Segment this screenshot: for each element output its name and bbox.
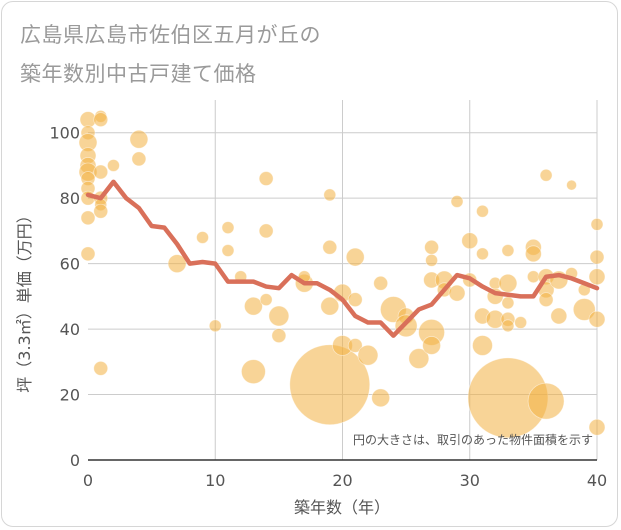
data-bubble	[244, 296, 263, 316]
data-bubble	[93, 360, 109, 376]
data-bubble	[448, 284, 466, 302]
x-tick-label: 10	[205, 471, 225, 490]
data-bubble	[221, 244, 235, 257]
data-bubble	[167, 254, 187, 274]
data-bubble	[196, 231, 209, 244]
data-bubble	[527, 382, 565, 420]
data-bubble	[566, 179, 577, 191]
data-bubble	[501, 319, 515, 333]
data-bubble	[347, 292, 363, 308]
data-bubble	[93, 112, 109, 128]
data-bubble	[588, 418, 606, 436]
data-bubble	[347, 338, 363, 353]
trend-line-group	[85, 179, 600, 338]
axis-ticks: 0 10 20 30 40 0 20 40 60 80 100	[49, 124, 607, 490]
data-bubble	[345, 247, 365, 267]
x-tick-label: 40	[587, 471, 607, 490]
data-bubble	[107, 159, 120, 172]
chart-title-line-1: 広島県広島市佐伯区五月が丘の	[20, 23, 321, 47]
y-tick-label: 0	[70, 451, 80, 470]
data-bubble	[501, 296, 515, 310]
data-bubble	[80, 210, 96, 226]
x-tick-label: 0	[83, 471, 93, 490]
data-bubble	[472, 335, 493, 356]
data-bubble	[129, 129, 149, 149]
x-tick-label: 20	[332, 471, 352, 490]
data-bubble	[241, 359, 266, 385]
y-tick-label: 80	[60, 189, 80, 208]
data-bubble	[514, 316, 528, 329]
data-bubble	[131, 151, 147, 167]
data-bubble	[93, 203, 109, 219]
chart-title-line-2: 築年数別中古戸建て価格	[20, 62, 257, 86]
y-axis-label: 坪（3.3㎡）単価（万円）	[15, 207, 34, 392]
data-bubble	[271, 328, 287, 344]
data-bubble	[589, 249, 605, 265]
x-axis-label: 築年数（年）	[294, 498, 390, 517]
data-bubble	[93, 164, 109, 180]
data-bubble	[588, 310, 606, 328]
data-bubble	[590, 217, 604, 231]
data-bubble	[425, 253, 438, 267]
trend-line	[85, 179, 600, 338]
data-bubble	[572, 298, 596, 321]
data-bubble	[268, 305, 290, 327]
data-bubble	[80, 246, 96, 262]
data-bubble	[476, 204, 489, 218]
data-bubble	[259, 293, 273, 307]
x-tick-label: 30	[460, 471, 480, 490]
data-bubble	[221, 221, 235, 235]
data-bubble	[373, 275, 389, 291]
y-tick-label: 60	[60, 255, 80, 274]
data-bubble	[422, 336, 441, 355]
data-bubble	[476, 247, 489, 261]
data-bubble	[323, 188, 337, 202]
data-bubble	[408, 348, 430, 369]
data-bubble	[588, 268, 606, 286]
data-bubble	[357, 344, 379, 366]
y-tick-label: 40	[60, 320, 80, 339]
data-bubble	[320, 296, 340, 316]
data-bubble	[424, 239, 439, 255]
data-bubble	[258, 223, 274, 239]
data-bubble	[371, 388, 391, 408]
data-bubble	[526, 270, 540, 284]
data-bubble	[322, 239, 338, 255]
data-bubble	[258, 171, 274, 186]
data-bubble	[550, 307, 568, 325]
data-bubble	[501, 244, 515, 257]
data-bubble	[539, 168, 553, 182]
data-bubble	[538, 292, 554, 308]
data-bubble	[450, 195, 464, 208]
data-bubble	[524, 245, 542, 263]
data-bubble	[461, 232, 479, 250]
bubbles	[78, 109, 606, 439]
data-bubble	[289, 344, 371, 426]
data-bubble	[498, 273, 518, 293]
y-tick-label: 100	[49, 124, 80, 143]
data-bubble	[208, 319, 222, 333]
bubble-size-note: 円の大きさは、取引のあった物件面積を示す	[353, 432, 593, 447]
y-tick-label: 20	[60, 386, 80, 405]
